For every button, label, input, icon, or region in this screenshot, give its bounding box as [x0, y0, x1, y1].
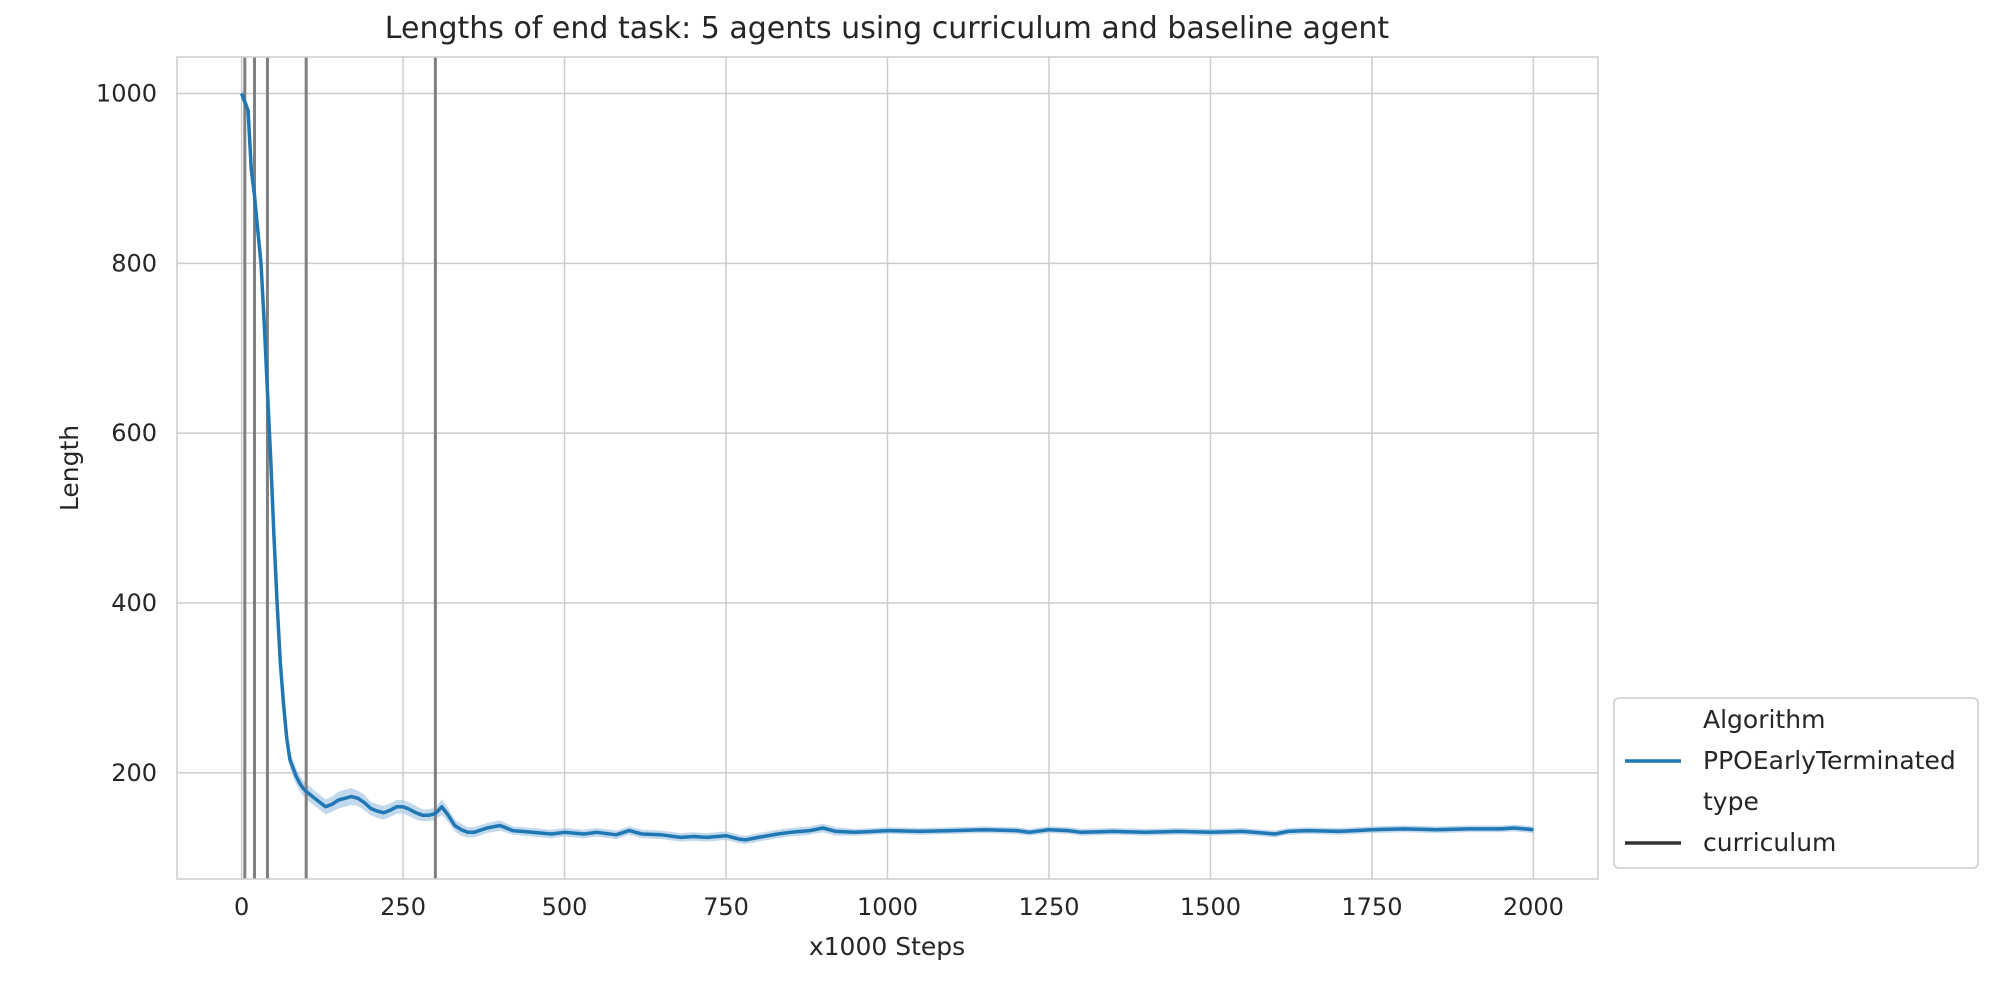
chart-title: Lengths of end task: 5 agents using curr… — [385, 11, 1390, 46]
plot-frame — [176, 56, 1599, 880]
legend-box — [1613, 697, 1979, 869]
x-tick-label: 250 — [380, 893, 426, 921]
y-tick-label: 200 — [111, 759, 157, 787]
series-line-ppoearlyterminated — [239, 92, 1534, 842]
y-axis-label: Length — [55, 425, 84, 511]
legend-series-label: PPOEarlyTerminated — [1703, 746, 1956, 775]
legend-type-title: type — [1703, 787, 1759, 816]
legend-algorithm-title: Algorithm — [1703, 705, 1825, 734]
y-tick-labels: 200 400 600 800 1000 — [96, 80, 157, 787]
legend-curriculum-label: curriculum — [1703, 828, 1836, 857]
y-tick-label: 800 — [111, 249, 157, 277]
legend: Algorithm PPOEarlyTerminated type curric… — [1613, 697, 1979, 869]
x-tick-label: 1000 — [857, 893, 918, 921]
x-tick-label: 750 — [703, 893, 749, 921]
series-layer — [239, 92, 1534, 842]
x-axis-label: x1000 Steps — [809, 932, 965, 961]
x-tick-labels: 0 250 500 750 1000 1250 1500 1750 2000 — [234, 893, 1564, 921]
x-tick-label: 500 — [542, 893, 588, 921]
x-tick-label: 1250 — [1018, 893, 1079, 921]
x-tick-label: 2000 — [1503, 893, 1564, 921]
grid — [177, 57, 1598, 879]
x-tick-label: 1500 — [1180, 893, 1241, 921]
x-tick-label: 1750 — [1341, 893, 1402, 921]
y-tick-label: 600 — [111, 419, 157, 447]
x-tick-label: 0 — [234, 893, 249, 921]
y-tick-label: 400 — [111, 589, 157, 617]
y-tick-label: 1000 — [96, 80, 157, 108]
